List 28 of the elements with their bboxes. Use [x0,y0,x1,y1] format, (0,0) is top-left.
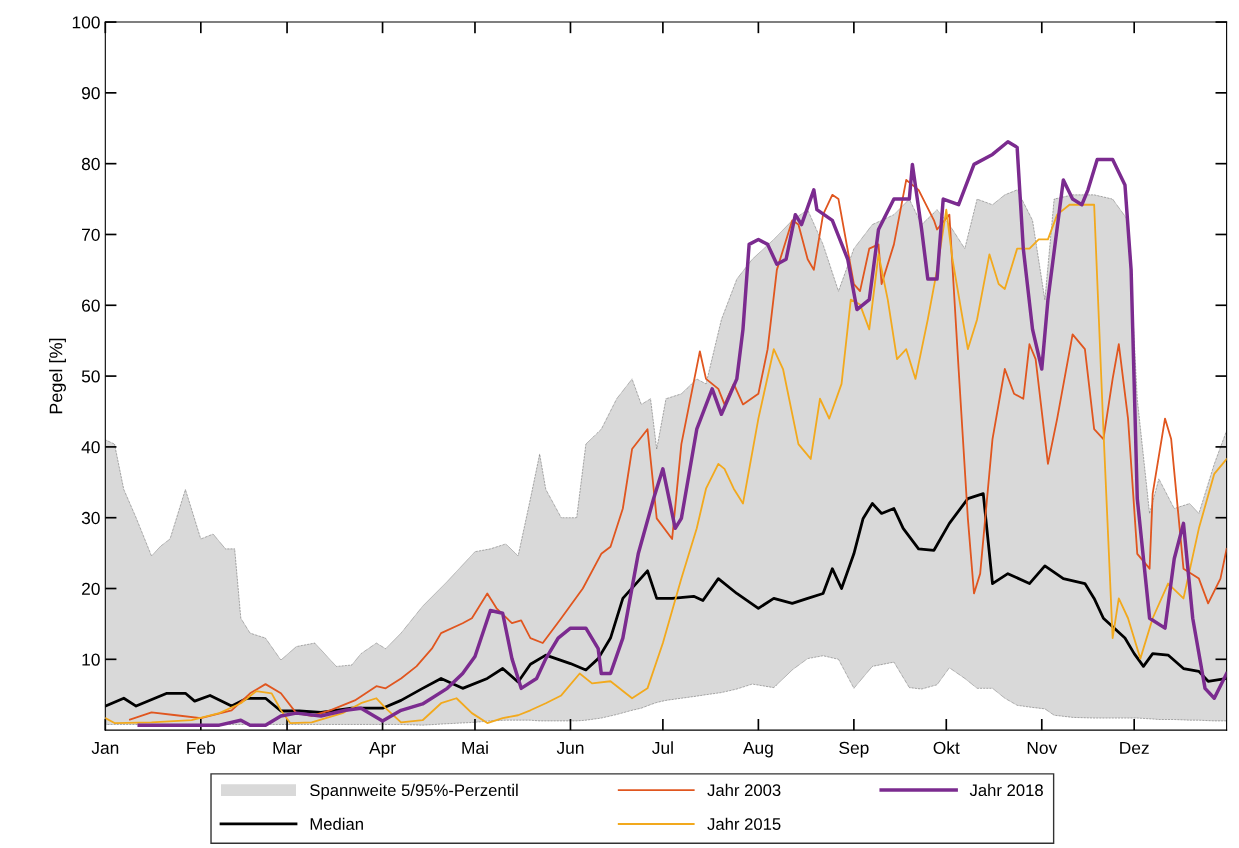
x-tick-label: Jul [652,741,673,754]
x-tick-label: Dez [1120,741,1149,754]
y-tick-label: 60 [82,299,100,312]
legend-label: Spannweite 5/95%-Perzentil [310,783,518,800]
y-tick-label: 80 [81,157,100,171]
y-tick-label: 20 [82,582,100,595]
y-tick-label: 100 [72,16,100,29]
y-axis-title: Pegel [%] [49,338,66,414]
y-tick-label: 40 [81,441,100,454]
legend-label: Jahr 2015 [707,817,781,830]
legend-label: Jahr 2003 [707,783,781,797]
legend-label: Median [310,817,363,830]
y-tick-label: 70 [82,228,100,241]
x-tick-label: Apr [369,741,396,758]
x-tick-label: Sep [839,741,869,758]
x-tick-label: Feb [187,741,216,754]
x-tick-label: Jan [91,741,119,754]
x-tick-label: Jun [556,741,584,754]
y-tick-label: 10 [82,653,100,666]
x-tick-label: Aug [742,741,773,758]
x-tick-label: Mar [273,741,302,754]
x-tick-label: Nov [1027,741,1058,754]
y-tick-label: 90 [81,87,100,100]
x-tick-label: Okt [933,741,960,754]
y-tick-label: 30 [81,511,100,525]
y-tick-label: 50 [81,370,100,383]
legend-label: Jahr 2018 [969,783,1043,797]
x-tick-label: Mai [462,741,488,754]
